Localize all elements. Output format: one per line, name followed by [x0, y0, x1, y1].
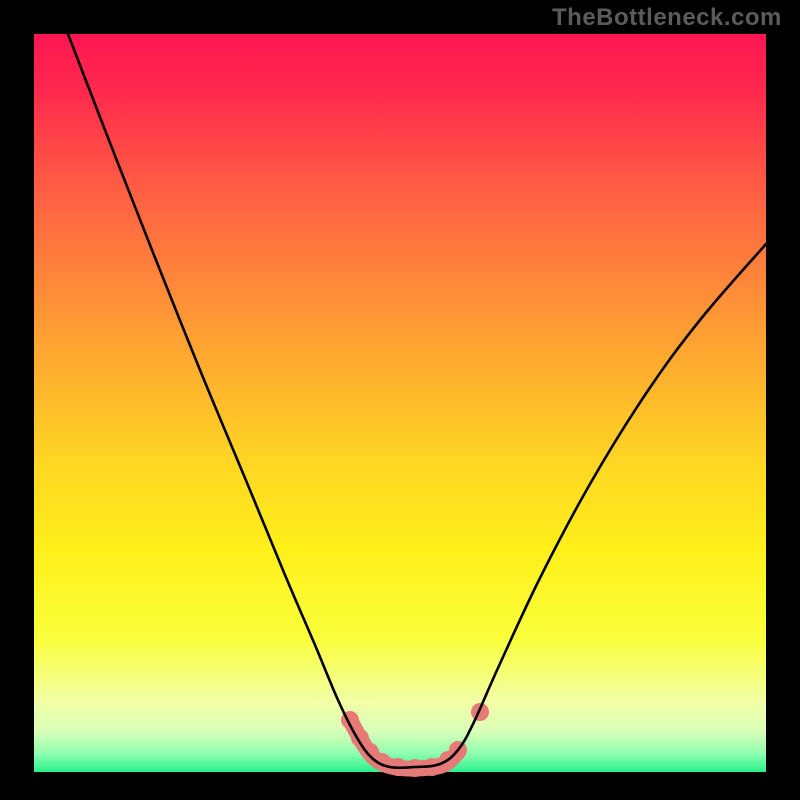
- chart-stage: TheBottleneck.com: [0, 0, 800, 800]
- gradient-background: [34, 34, 766, 772]
- watermark-text: TheBottleneck.com: [552, 4, 782, 32]
